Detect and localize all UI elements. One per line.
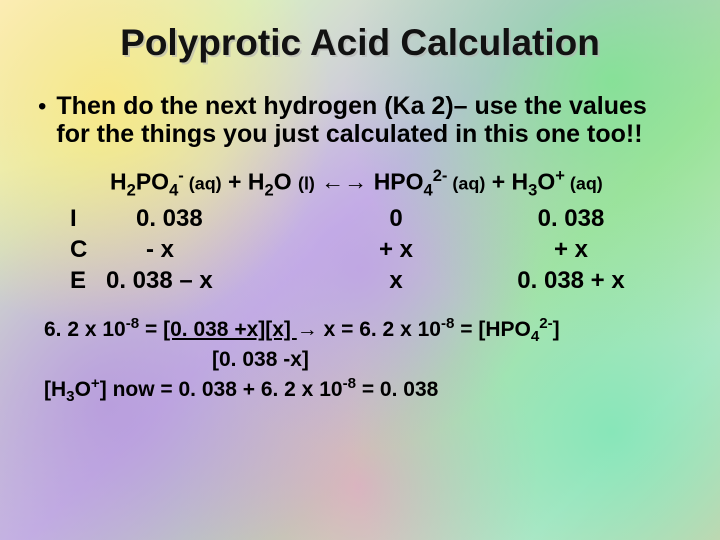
ice-cell: + x [316, 235, 476, 266]
ice-cell: 0. 038 + x [476, 266, 666, 297]
ice-row-change: C - x + x + x [70, 235, 680, 266]
ice-cell: x [316, 266, 476, 297]
ice-cell: + x [476, 235, 666, 266]
ice-row-initial: I 0. 038 0 0. 038 [70, 204, 680, 235]
calculation: 6. 2 x 10-8 = [0. 038 +x][x] → x = 6. 2 … [44, 314, 680, 406]
ice-label: I [70, 204, 106, 235]
bullet-text: Then do the next hydrogen (Ka 2)– use th… [56, 92, 680, 148]
bullet-marker: • [38, 92, 46, 122]
bullet-item: • Then do the next hydrogen (Ka 2)– use … [40, 92, 680, 148]
calc-line-3: [H3O+] now = 0. 038 + 6. 2 x 10-8 = 0. 0… [44, 374, 680, 407]
ice-table: I 0. 038 0 0. 038 C - x + x + x E 0. 038… [70, 204, 680, 296]
ice-label: C [70, 235, 106, 266]
ice-label: E [70, 266, 106, 297]
calc-line-1: 6. 2 x 10-8 = [0. 038 +x][x] → x = 6. 2 … [44, 314, 680, 347]
slide-title: Polyprotic Acid Calculation [40, 22, 680, 64]
ice-cell: 0. 038 [106, 204, 316, 235]
ice-cell: 0. 038 – x [106, 266, 316, 297]
ice-cell: 0 [316, 204, 476, 235]
equation: H2PO4- (aq) + H2O (l) ←→ HPO42- (aq) + H… [110, 166, 680, 200]
calc-line-2: [0. 038 -x] [212, 347, 680, 374]
ice-row-equil: E 0. 038 – x x 0. 038 + x [70, 266, 680, 297]
ice-cell: - x [106, 235, 316, 266]
ice-cell: 0. 038 [476, 204, 666, 235]
